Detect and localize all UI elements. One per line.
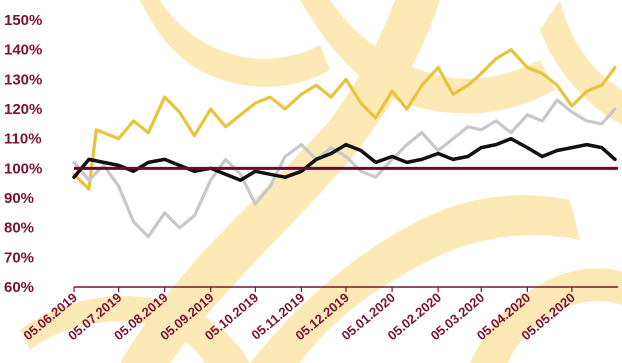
y-tick-label: 100% <box>4 160 42 177</box>
x-axis-ticks <box>73 287 573 292</box>
y-axis-tick-labels: 60% 70% 80% 90% 100% 110% 120% 130% 140% 150% <box>4 12 42 296</box>
series-line-2 <box>72 98 617 239</box>
series-line-1 <box>72 48 617 191</box>
background-watermark <box>20 0 622 363</box>
y-tick-label: 90% <box>4 190 34 207</box>
watermark-shape <box>250 195 580 363</box>
watermark-shape <box>300 0 555 114</box>
y-tick-label: 130% <box>4 71 42 88</box>
watermark-shape <box>540 0 622 125</box>
series-line-3 <box>72 136 617 182</box>
y-tick-label: 80% <box>4 220 34 237</box>
series-lines <box>72 48 617 239</box>
y-tick-label: 60% <box>4 279 34 296</box>
y-tick-label: 140% <box>4 42 42 59</box>
y-tick-label: 120% <box>4 101 42 118</box>
watermark-shape <box>470 268 622 363</box>
y-tick-label: 110% <box>4 131 42 148</box>
y-tick-label: 70% <box>4 249 34 266</box>
y-tick-label: 150% <box>4 12 42 29</box>
watermark-shape <box>140 0 330 87</box>
watermark-shape <box>20 296 250 363</box>
watermark-shape <box>120 0 440 363</box>
